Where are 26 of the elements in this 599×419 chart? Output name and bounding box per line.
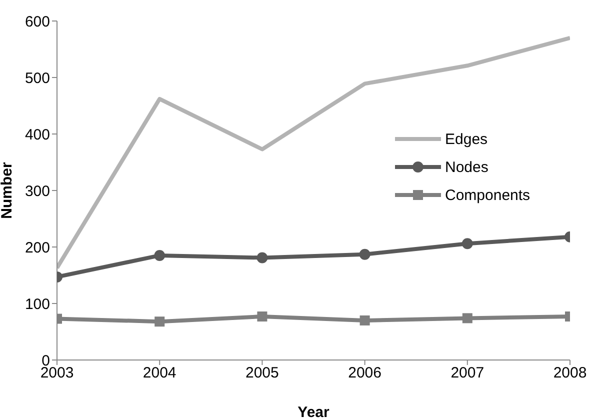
y-tick-label: 300 bbox=[24, 182, 50, 200]
x-tick-label: 2006 bbox=[348, 364, 382, 382]
y-axis-title: Number bbox=[0, 162, 16, 219]
y-tick-label: 200 bbox=[24, 239, 50, 256]
point bbox=[257, 311, 268, 322]
x-tick-label: 2005 bbox=[246, 364, 279, 382]
point bbox=[154, 316, 165, 327]
point bbox=[462, 238, 473, 250]
y-tick-label: 100 bbox=[24, 296, 50, 313]
point bbox=[360, 315, 370, 326]
legend-label: Edges bbox=[445, 130, 488, 148]
legend-label: Components bbox=[445, 186, 530, 204]
line-series bbox=[57, 36, 570, 270]
point bbox=[462, 313, 472, 324]
point bbox=[256, 252, 268, 264]
legend-label: Nodes bbox=[445, 158, 488, 176]
x-axis-title: Year bbox=[298, 404, 330, 419]
y-tick-label: 600 bbox=[24, 13, 50, 30]
point bbox=[154, 250, 166, 261]
x-tick-label: 2007 bbox=[450, 364, 484, 382]
x-tick-label: 2004 bbox=[142, 364, 176, 382]
x-tick-label: 2008 bbox=[553, 364, 587, 382]
y-tick-label: 500 bbox=[24, 70, 50, 87]
point bbox=[359, 248, 370, 260]
x-tick-label: 2003 bbox=[40, 364, 74, 382]
y-tick-label: 400 bbox=[24, 126, 50, 144]
